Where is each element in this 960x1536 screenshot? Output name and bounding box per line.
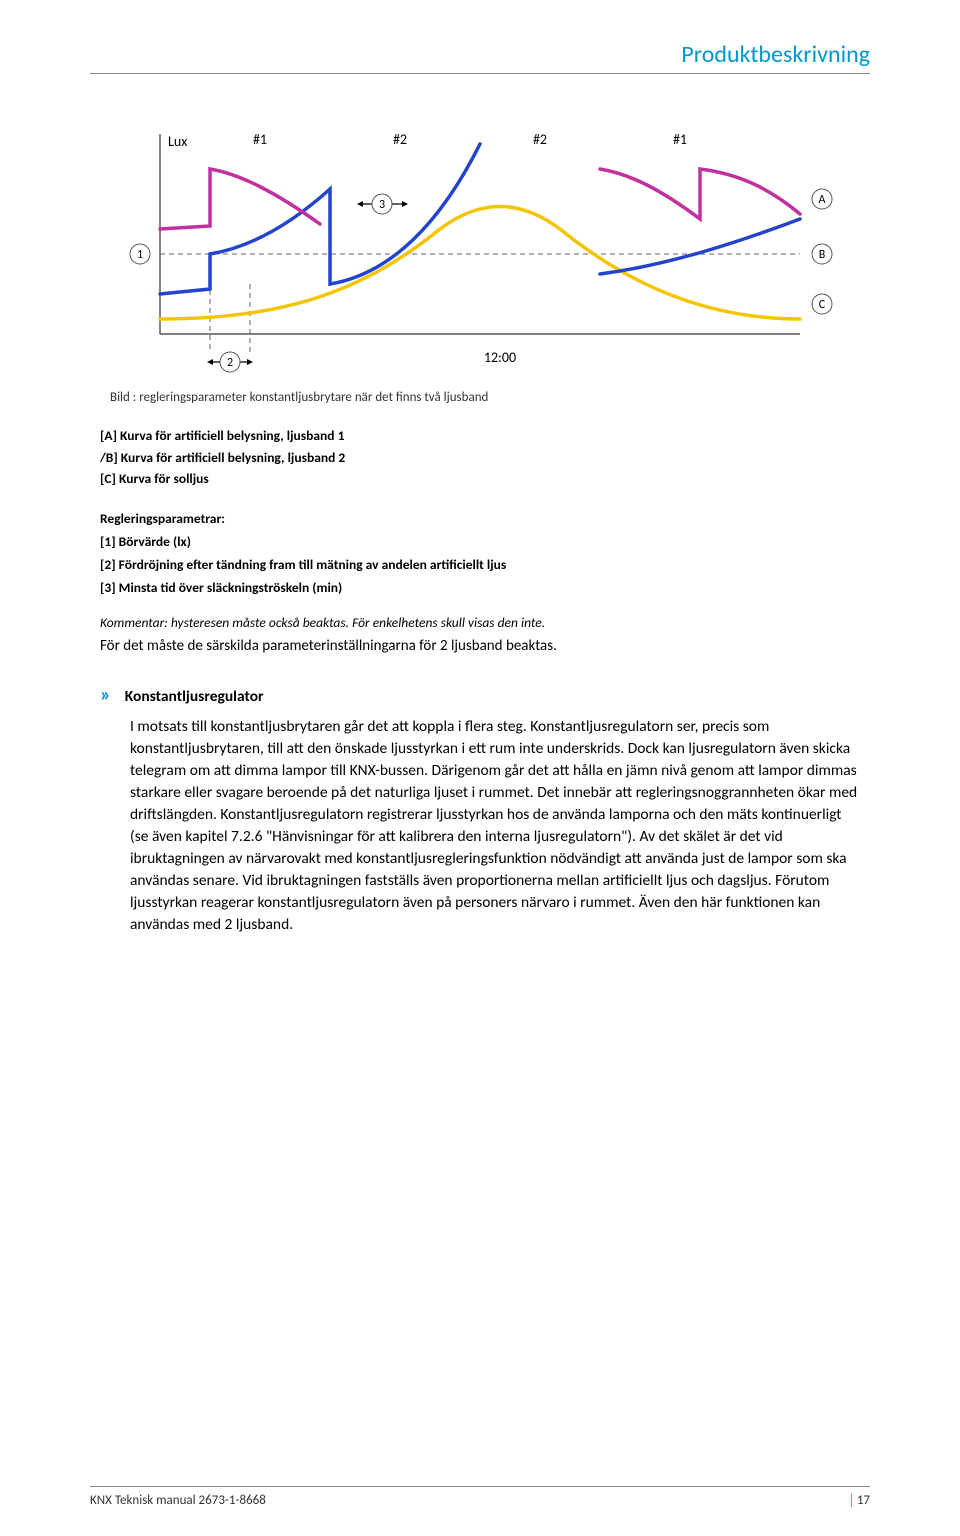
curve-legend: [A] Kurva för artificiell belysning, lju… — [100, 425, 860, 490]
section-bullet-icon: » — [100, 685, 111, 705]
section-title: Konstantljusregulator — [125, 687, 264, 706]
svg-text:3: 3 — [379, 198, 385, 212]
section-konstantljusregulator: » Konstantljusregulator I motsats till k… — [100, 685, 860, 936]
svg-text:1: 1 — [137, 248, 143, 262]
page-footer: KNX Teknisk manual 2673-1-8668 │17 — [90, 1486, 870, 1508]
note-line: För det måste de särskilda parameterinst… — [100, 637, 860, 655]
svg-text:Lux: Lux — [168, 133, 187, 150]
lux-chart: Lux #1 #2 #2 #1 12:00 1 2 3 A B C — [100, 114, 840, 384]
legend-a: [A] Kurva för artificiell belysning, lju… — [100, 425, 860, 447]
footer-left: KNX Teknisk manual 2673-1-8668 — [90, 1493, 266, 1508]
param-1: [1] Börvärde (lx) — [100, 531, 860, 554]
svg-text:B: B — [819, 248, 826, 262]
footer-page: │17 — [848, 1493, 870, 1508]
legend-c: [C] Kurva för solljus — [100, 468, 860, 490]
svg-text:#1: #1 — [673, 131, 687, 148]
svg-text:12:00: 12:00 — [484, 349, 516, 366]
svg-text:#2: #2 — [533, 131, 547, 148]
svg-text:#2: #2 — [393, 131, 407, 148]
params-heading: Regleringsparametrar: — [100, 508, 860, 531]
svg-text:A: A — [819, 193, 826, 207]
svg-text:C: C — [819, 298, 826, 312]
param-2: [2] Fördröjning efter tändning fram till… — [100, 554, 860, 577]
comment-line: Kommentar: hysteresen måste också beakta… — [100, 614, 860, 631]
header-title: Produktbeskrivning — [681, 40, 870, 69]
legend-b: /B] Kurva för artificiell belysning, lju… — [100, 447, 860, 469]
svg-text:#1: #1 — [253, 131, 267, 148]
chart-area: Lux #1 #2 #2 #1 12:00 1 2 3 A B C Bild : reglerings… — [100, 114, 860, 405]
param-3: [3] Minsta tid över släckningströskeln (… — [100, 577, 860, 600]
svg-text:2: 2 — [227, 356, 233, 370]
params-block: Regleringsparametrar: [1] Börvärde (lx) … — [100, 508, 860, 600]
page-header: Produktbeskrivning — [90, 40, 870, 74]
section-body: I motsats till konstantljusbrytaren går … — [130, 716, 860, 936]
chart-caption: Bild : regleringsparameter konstantljusb… — [110, 390, 860, 405]
